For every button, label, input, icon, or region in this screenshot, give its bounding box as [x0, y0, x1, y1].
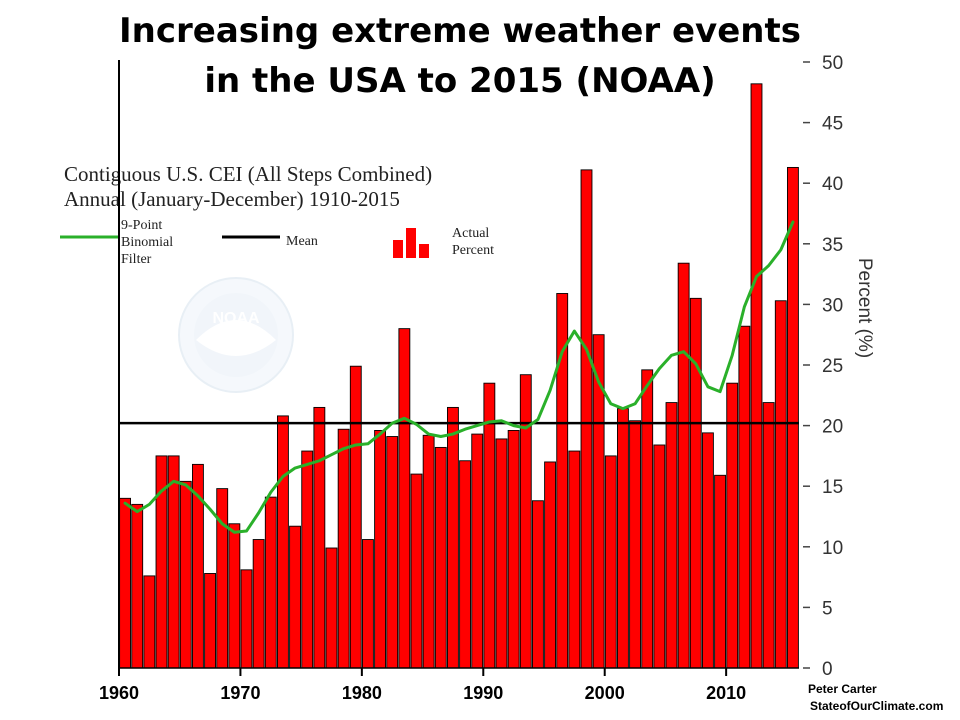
y-tick-label-10: 10 — [822, 538, 843, 559]
legend-actual-label-1: Actual — [452, 226, 489, 241]
bar-2011 — [738, 325, 751, 669]
y-tick-label-40: 40 — [822, 174, 843, 195]
bar-2003 — [641, 369, 654, 669]
bar-1979 — [349, 365, 362, 669]
bar-1964 — [167, 455, 180, 669]
legend-filter-label-3: Filter — [121, 252, 152, 267]
noaa-logo-watermark: NOAA — [178, 277, 294, 393]
bar-1981 — [374, 430, 386, 669]
headline-line-1: Increasing extreme weather events — [119, 11, 801, 51]
bar-1983 — [398, 328, 411, 669]
bar-1970 — [240, 569, 253, 669]
bar-1984 — [410, 473, 423, 669]
axes-layer: 0 5 10 15 20 25 30 35 40 45 50 Percent (%) 1960 1970 1… — [99, 53, 875, 703]
bar-1977 — [325, 547, 338, 669]
bar-1998 — [580, 169, 593, 669]
x-tick-label-2000: 2000 — [585, 683, 625, 703]
y-tick-label-45: 45 — [822, 114, 843, 135]
x-tick-label-1960: 1960 — [99, 683, 139, 703]
credit-site: StateofOurClimate.com — [810, 699, 944, 713]
x-tick-label-2010: 2010 — [706, 683, 746, 703]
bar-1961 — [131, 503, 144, 669]
y-tick-label-0: 0 — [822, 659, 833, 680]
bar-1986 — [434, 446, 447, 669]
y-tick-label-25: 25 — [822, 356, 843, 377]
bar-1975 — [301, 450, 314, 669]
x-tick-label-1970: 1970 — [220, 683, 260, 703]
bars-layer — [119, 83, 799, 669]
inner-title-line-1: Contiguous U.S. CEI (All Steps Combined) — [64, 162, 432, 186]
bar-2001 — [617, 408, 629, 669]
x-tick-label-1990: 1990 — [463, 683, 503, 703]
bar-1965 — [179, 480, 192, 669]
headline-line-2: in the USA to 2015 (NOAA) — [204, 61, 716, 101]
y-tick-label-30: 30 — [822, 295, 843, 316]
y-tick-label-5: 5 — [822, 598, 833, 619]
bar-2010 — [726, 382, 739, 669]
bar-1990 — [483, 382, 496, 669]
bar-1968 — [216, 488, 229, 669]
bar-1972 — [264, 496, 277, 669]
filter-line — [123, 220, 795, 534]
bar-1987 — [447, 406, 459, 669]
filter-layer — [123, 220, 795, 534]
y-tick-label-20: 20 — [822, 417, 843, 438]
bar-2012 — [750, 83, 763, 669]
bar-2013 — [762, 402, 775, 669]
legend-actual-swatch — [393, 228, 429, 258]
bar-2000 — [604, 455, 617, 669]
bar-1978 — [337, 428, 350, 669]
bar-2015 — [787, 166, 799, 669]
bar-1962 — [143, 575, 156, 669]
bar-2002 — [629, 420, 641, 669]
bar-1960 — [119, 497, 131, 669]
bar-2006 — [677, 262, 690, 669]
bar-1971 — [252, 539, 265, 669]
bar-2007 — [689, 297, 702, 669]
bar-1992 — [507, 430, 520, 669]
bar-1989 — [471, 433, 484, 669]
bar-2014 — [774, 300, 787, 669]
bar-2009 — [714, 474, 726, 669]
bar-1974 — [289, 525, 301, 669]
y-axis-label: Percent (%) — [854, 258, 875, 358]
bar-2005 — [665, 402, 678, 669]
legend-filter-label-2: Binomial — [121, 235, 173, 250]
bar-1994 — [532, 500, 544, 669]
y-tick-label-35: 35 — [822, 235, 843, 256]
bar-1969 — [228, 523, 241, 669]
bar-1967 — [204, 573, 216, 669]
bar-2004 — [653, 444, 666, 669]
bar-1995 — [544, 461, 556, 669]
bar-1976 — [313, 406, 326, 669]
noaa-logo-text: NOAA — [212, 310, 260, 327]
bar-1991 — [495, 438, 508, 669]
legend-actual-label-2: Percent — [452, 243, 494, 258]
y-tick-label-50: 50 — [822, 53, 843, 74]
bar-1988 — [459, 460, 471, 669]
credit-name: Peter Carter — [808, 682, 877, 696]
inner-title-line-2: Annual (January-December) 1910-2015 — [64, 187, 400, 211]
x-tick-label-1980: 1980 — [342, 683, 382, 703]
bar-1980 — [362, 539, 374, 669]
legend-filter-label-1: 9-Point — [121, 218, 162, 233]
bar-1985 — [422, 434, 435, 669]
legend: 9-Point Binomial Filter Mean Actual Perc… — [60, 218, 494, 267]
y-tick-label-15: 15 — [822, 477, 843, 498]
bar-1993 — [519, 374, 532, 669]
bar-1982 — [386, 436, 399, 669]
bar-1973 — [277, 415, 289, 669]
legend-mean-label: Mean — [286, 234, 318, 249]
bar-2008 — [702, 432, 714, 669]
bar-1997 — [568, 450, 581, 669]
